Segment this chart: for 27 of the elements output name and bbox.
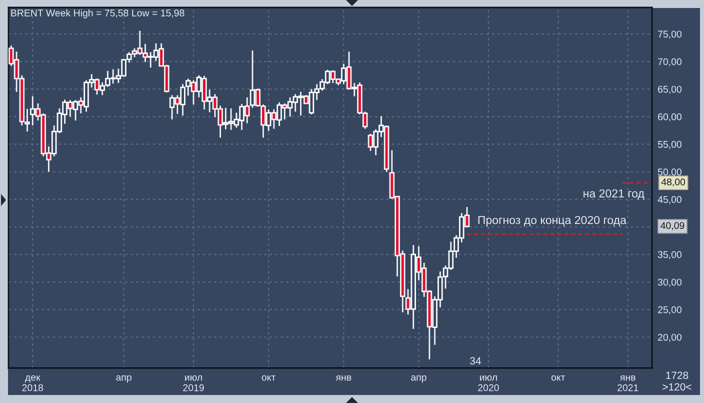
y-tick-label: 20,00 (658, 334, 682, 342)
x-tick-label: дек 2018 (22, 375, 44, 392)
y-tick-label: 25,00 (658, 306, 682, 314)
series-label: на 2021 год (584, 189, 644, 200)
x-tick-label: апр (411, 375, 426, 383)
x-tick-label: июл 2020 (478, 375, 499, 392)
y-tick-label: 45,00 (658, 196, 682, 204)
x-tick-label: окт (262, 375, 276, 381)
data-label: 48,00 (661, 178, 686, 187)
y-tick-label: 65,00 (658, 86, 682, 94)
annotation: 34 (470, 357, 481, 365)
text: 1728 >120< (662, 372, 692, 391)
y-tick-label: 50,00 (658, 168, 682, 177)
y-tick-label: 55,00 (658, 140, 682, 149)
y-tick-label: 70,00 (658, 58, 682, 66)
x-tick-label: янв (336, 375, 352, 381)
x-tick-label: окт (551, 375, 566, 381)
x-tick-label: июл 2019 (183, 375, 204, 392)
text: 40,09 (660, 222, 684, 230)
x-tick-label: янв 2021 (618, 375, 638, 392)
x-tick-label: апр (116, 375, 132, 383)
series-label: Прогноз до конца 2020 года (478, 216, 626, 226)
y-tick-label: 75,00 (658, 30, 682, 39)
y-tick-label: 35,00 (658, 251, 682, 260)
y-tick-label: 30,00 (658, 278, 682, 287)
chart-title: BRENT Week High = 75,58 Low = 15,98 (11, 9, 184, 18)
y-tick-label: 60,00 (658, 113, 682, 122)
